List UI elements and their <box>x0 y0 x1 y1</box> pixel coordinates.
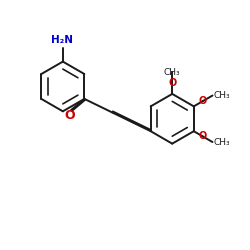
Text: CH₃: CH₃ <box>164 68 180 77</box>
Text: O: O <box>168 78 176 88</box>
Text: H₂N: H₂N <box>50 35 72 45</box>
Text: CH₃: CH₃ <box>214 138 230 146</box>
Text: CH₃: CH₃ <box>214 91 230 100</box>
Text: O: O <box>199 96 207 106</box>
Text: O: O <box>199 132 207 141</box>
Text: O: O <box>64 109 75 122</box>
